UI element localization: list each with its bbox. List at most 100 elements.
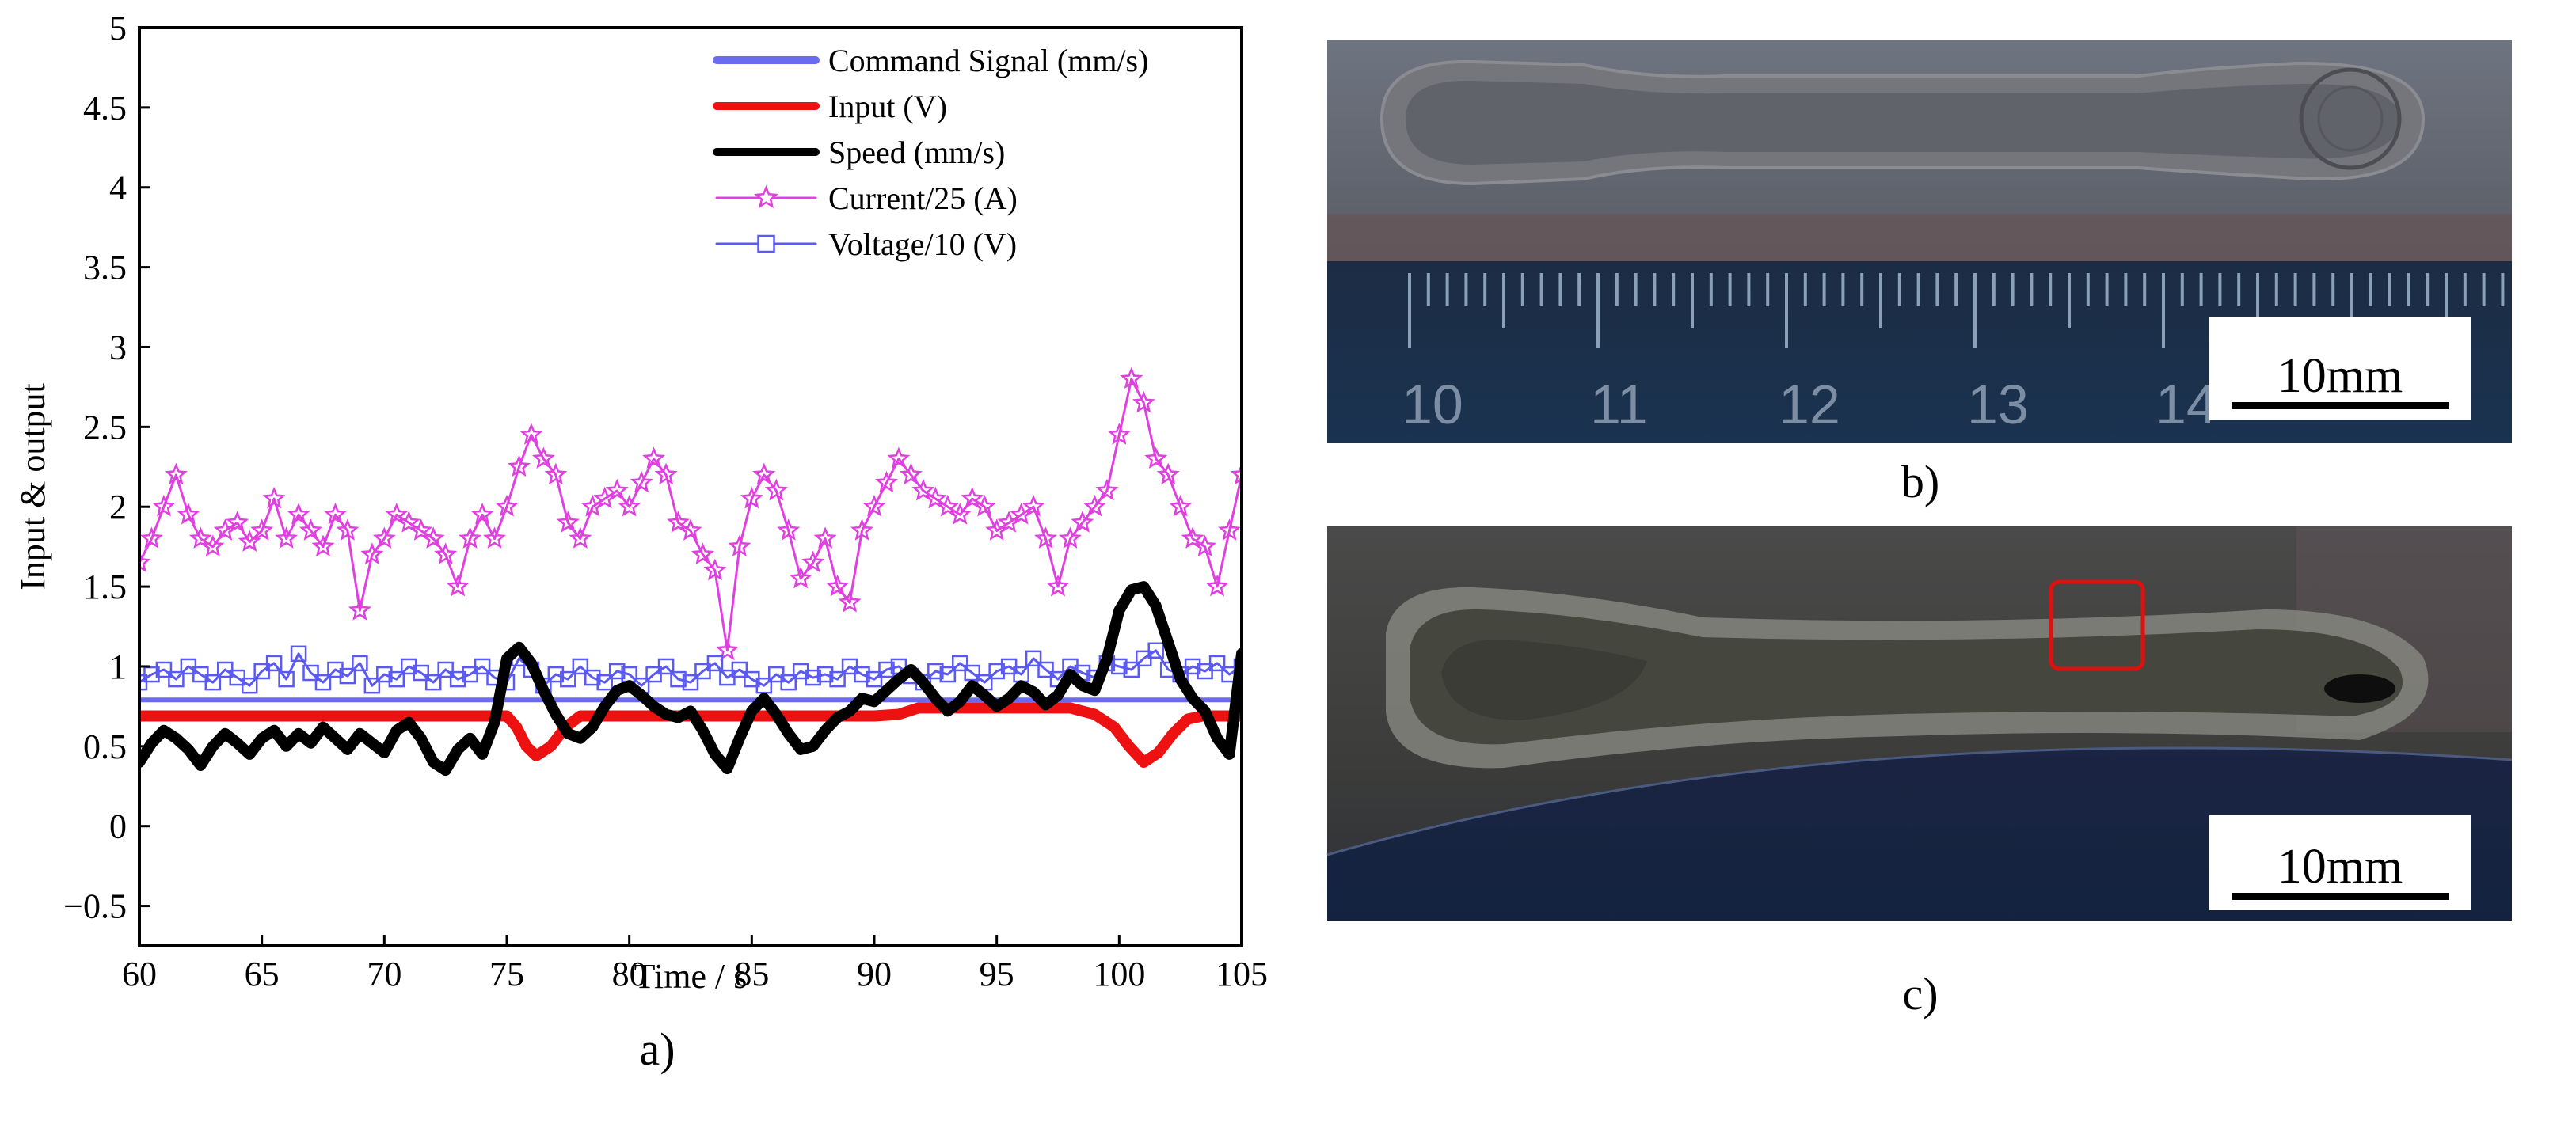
data-point (596, 674, 613, 691)
data-point (1144, 446, 1168, 469)
plot-frame (138, 26, 1243, 947)
y-tick-label: 2 (109, 488, 127, 526)
data-point (560, 670, 576, 688)
data-point (805, 669, 821, 686)
data-point (449, 670, 466, 688)
y-tick-label: 3.5 (83, 249, 127, 287)
data-point (372, 526, 396, 549)
data-point (314, 674, 332, 691)
data-point (1033, 526, 1057, 549)
data-point (838, 590, 862, 613)
data-point (324, 503, 347, 525)
data-point (862, 494, 886, 517)
data-point (670, 670, 687, 688)
ruler-number: 11 (1590, 374, 1648, 435)
data-point (409, 518, 433, 541)
data-point (155, 661, 173, 678)
data-point (1037, 661, 1054, 678)
y-tick-label: 1.5 (83, 568, 127, 606)
data-point (474, 658, 491, 675)
data-point (972, 494, 996, 517)
data-point (201, 534, 225, 557)
y-tick-label: 4.5 (83, 89, 127, 127)
data-point (352, 655, 368, 672)
data-point (584, 669, 601, 686)
data-point (547, 666, 565, 683)
data-point (1046, 574, 1070, 597)
data-point (519, 423, 543, 445)
weld-ripples (1406, 80, 2399, 165)
data-point (911, 478, 935, 501)
data-point (531, 446, 555, 469)
x-tick-label: 100 (1093, 955, 1145, 993)
end-crater (2299, 67, 2402, 170)
series-line (139, 581, 1242, 777)
legend-label: Current/25 (A) (828, 180, 1018, 216)
data-point (544, 462, 568, 485)
data-point (740, 486, 763, 509)
data-point (801, 550, 825, 573)
data-point (302, 664, 319, 682)
chart-legend: Command Signal (mm/s) Input (V) Speed (mm/… (713, 43, 1148, 262)
data-point (816, 666, 834, 683)
data-point (608, 663, 626, 680)
data-point (927, 663, 944, 680)
data-point (755, 677, 773, 694)
chart-panel-a: 60 65 70 75 80 85 90 95 100 105 −0.5 0 0.5 1 1.5 2 2.5 3 3… (13, 9, 1268, 1075)
data-point (936, 494, 960, 517)
data-point (703, 558, 727, 581)
data-point (682, 674, 699, 691)
data-point (691, 542, 715, 565)
data-point (657, 658, 675, 675)
data-point (1123, 661, 1140, 678)
legend-label: Speed (mm/s) (828, 135, 1005, 170)
y-tick-label: −0.5 (63, 887, 127, 926)
data-point (630, 470, 653, 493)
x-tick-label: 85 (734, 955, 769, 993)
photo-panel-b: 10 11 12 13 14 10mm b) (1327, 40, 2512, 507)
x-tick-label: 80 (612, 955, 647, 993)
data-point (731, 661, 748, 678)
end-crater-inner (2317, 85, 2384, 152)
data-point (287, 503, 310, 525)
data-point (948, 503, 972, 525)
ticks-layer: 60 65 70 75 80 85 90 95 100 105 −0.5 0 0.5 1 1.5 2 2.5 3 3… (63, 9, 1268, 993)
x-tick-label: 105 (1216, 955, 1268, 993)
data-point (728, 534, 751, 557)
data-point (961, 486, 984, 509)
data-point (764, 478, 788, 501)
data-point (988, 663, 1005, 680)
data-point (241, 677, 258, 694)
data-point (1107, 423, 1131, 445)
data-point (446, 574, 470, 597)
data-point (829, 670, 846, 688)
panel-label-a: a) (639, 1023, 675, 1075)
ruler-number: 10 (1402, 374, 1463, 435)
data-point (878, 661, 895, 678)
scale-bar-label-c: 10mm (2277, 840, 2403, 894)
series-line (139, 649, 1242, 687)
data-point (1205, 574, 1229, 597)
data-point (385, 503, 409, 525)
data-point (605, 478, 629, 501)
data-point (1156, 462, 1180, 485)
data-point (348, 598, 371, 621)
y-tick-label: 4 (109, 169, 127, 207)
data-point (250, 518, 274, 541)
data-point (1120, 366, 1143, 389)
data-point (363, 677, 381, 694)
x-axis-label: Time / s (634, 957, 748, 996)
data-point (164, 462, 188, 485)
data-point (413, 664, 429, 682)
data-point (1169, 494, 1193, 517)
ruler-b-numbers: 10 11 12 13 14 (1402, 374, 2217, 435)
ruler-b-ticks (1408, 273, 2505, 348)
y-tick-label: 2.5 (83, 408, 127, 446)
data-point (1230, 462, 1242, 485)
data-point (265, 655, 283, 672)
data-point (715, 638, 739, 661)
data-point (1181, 526, 1204, 549)
legend-label: Command Signal (mm/s) (828, 43, 1148, 78)
data-point (1083, 494, 1106, 517)
legend-label: Input (V) (828, 89, 947, 124)
